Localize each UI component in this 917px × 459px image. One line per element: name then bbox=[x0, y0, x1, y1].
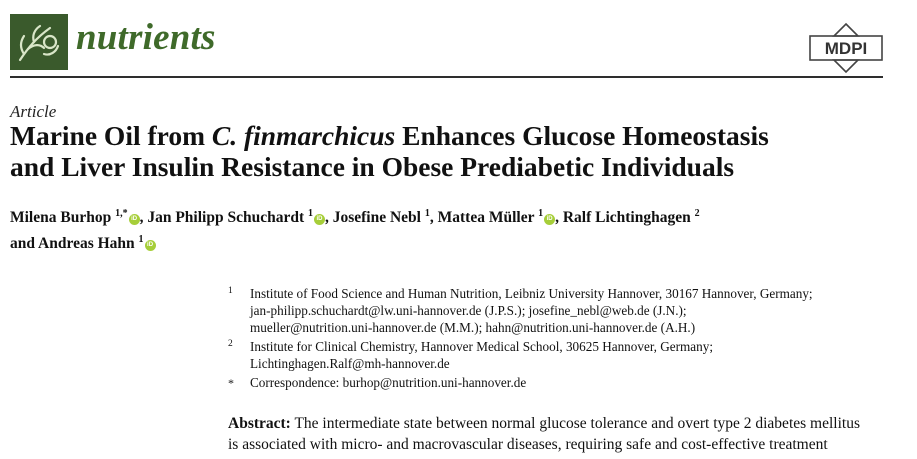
author-name[interactable]: Andreas Hahn bbox=[38, 235, 135, 253]
orcid-icon[interactable]: iD bbox=[128, 214, 140, 226]
email-link[interactable]: jan-philipp.schuchardt@lw.uni-hannover.d… bbox=[250, 303, 687, 318]
author-affiliation-mark: 1,* bbox=[115, 208, 128, 219]
author-name[interactable]: Mattea Müller bbox=[437, 209, 535, 227]
author-name[interactable]: Ralf Lichtinghagen bbox=[562, 209, 691, 227]
author-affiliation-mark: 1 bbox=[138, 234, 144, 246]
title-line-2: and Liver Insulin Resistance in Obese Pr… bbox=[10, 151, 735, 182]
orcid-icon[interactable]: iD bbox=[313, 214, 325, 226]
orcid-icon[interactable]: iD bbox=[144, 240, 156, 252]
affiliation-mark: 1 bbox=[228, 286, 233, 296]
publisher-name: MDPI bbox=[825, 39, 868, 58]
article-type: Article bbox=[10, 102, 57, 121]
correspondence-mark: * bbox=[228, 376, 234, 390]
author-affiliation-mark: 1 bbox=[538, 208, 544, 219]
title-part-2: Enhances Glucose Homeostasis bbox=[395, 120, 769, 151]
author-affiliation-mark: 2 bbox=[694, 208, 700, 219]
abstract-text-line: The intermediate state between normal gl… bbox=[290, 415, 860, 432]
abstract: Abstract: The intermediate state between… bbox=[228, 413, 888, 455]
affiliation-line: Institute of Food Science and Human Nutr… bbox=[250, 286, 813, 301]
correspondence: * Correspondence: burhop@nutrition.uni-h… bbox=[228, 374, 908, 392]
author-list: Milena Burhop 1,*iD, Jan Philipp Schucha… bbox=[10, 208, 700, 253]
author-name[interactable]: Milena Burhop bbox=[10, 209, 112, 227]
correspondence-email[interactable]: Correspondence: burhop@nutrition.uni-han… bbox=[250, 375, 527, 390]
author-affiliation-mark: 1 bbox=[424, 208, 430, 219]
journal-name: nutrients bbox=[76, 17, 216, 58]
author-name[interactable]: Josefine Nebl bbox=[332, 209, 421, 227]
abstract-text-line: is associated with micro- and macrovascu… bbox=[228, 436, 828, 453]
author-joiner: and bbox=[10, 235, 35, 253]
mdpi-logo: MDPI bbox=[809, 22, 883, 74]
author-affiliation-mark: 1 bbox=[307, 208, 313, 219]
leaf-emblem-icon bbox=[18, 24, 60, 62]
affiliation-mark: 2 bbox=[228, 339, 233, 349]
title-part-1: Marine Oil from bbox=[10, 120, 212, 151]
orcid-icon[interactable]: iD bbox=[544, 214, 556, 226]
affiliation-2: 2 Institute for Clinical Chemistry, Hann… bbox=[228, 338, 908, 373]
abstract-label: Abstract: bbox=[228, 415, 291, 432]
header-rule bbox=[10, 76, 883, 78]
journal-logo bbox=[10, 14, 68, 70]
affiliation-1: 1 Institute of Food Science and Human Nu… bbox=[228, 285, 908, 337]
email-link[interactable]: mueller@nutrition.uni-hannover.de (M.M.)… bbox=[250, 320, 696, 335]
title-italic: C. finmarchicus bbox=[211, 120, 396, 151]
author-name[interactable]: Jan Philipp Schuchardt bbox=[147, 209, 305, 227]
article-title: Marine Oil from C. finmarchicus Enhances… bbox=[10, 120, 910, 182]
affiliation-line: Institute for Clinical Chemistry, Hannov… bbox=[250, 339, 714, 354]
email-link[interactable]: Lichtinghagen.Ralf@mh-hannover.de bbox=[250, 356, 450, 371]
